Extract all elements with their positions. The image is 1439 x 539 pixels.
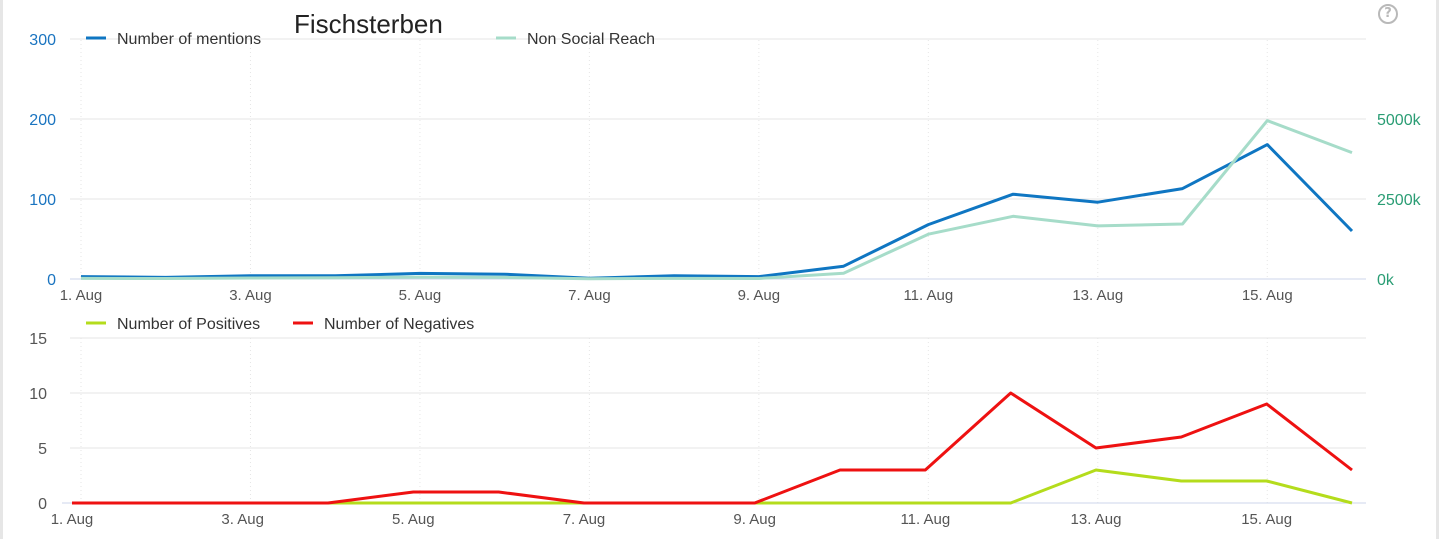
bottom-y-axis-tick-label: 0 xyxy=(38,496,47,513)
top-x-axis-tick-label: 5. Aug xyxy=(399,287,442,304)
bottom-x-axis-tick-label: 5. Aug xyxy=(392,511,435,528)
top-right-axis-tick-label: 0k xyxy=(1377,272,1395,289)
bottom-x-axis-tick-label: 3. Aug xyxy=(221,511,264,528)
legend-label-number-of-negatives: Number of Negatives xyxy=(324,316,474,333)
bottom-x-axis-tick-label: 11. Aug xyxy=(900,511,950,528)
top-x-axis-tick-label: 7. Aug xyxy=(568,287,611,304)
help-icon[interactable]: ? xyxy=(1378,4,1398,24)
bottom-y-axis-tick-label: 15 xyxy=(29,331,47,348)
bottom-x-axis-tick-label: 15. Aug xyxy=(1241,511,1292,528)
bottom-x-axis-tick-label: 13. Aug xyxy=(1071,511,1122,528)
bottom-x-axis-tick-label: 7. Aug xyxy=(563,511,606,528)
bottom-y-axis-tick-label: 5 xyxy=(38,441,47,458)
bottom-x-axis-tick-label: 9. Aug xyxy=(733,511,776,528)
top-x-axis-tick-label: 1. Aug xyxy=(60,287,103,304)
bottom-x-axis-tick-label: 1. Aug xyxy=(51,511,94,528)
bottom-y-axis-tick-label: 10 xyxy=(29,386,47,403)
chart-title: Fischsterben xyxy=(294,9,443,39)
top-x-axis-tick-label: 15. Aug xyxy=(1242,287,1293,304)
top-x-axis-tick-label: 9. Aug xyxy=(738,287,781,304)
series-line-non-social-reach xyxy=(80,119,1353,281)
top-left-axis-tick-label: 100 xyxy=(29,192,56,209)
legend-label-non-social-reach: Non Social Reach xyxy=(527,31,655,48)
top-left-axis-tick-label: 200 xyxy=(29,112,56,129)
series-line-number-of-positives xyxy=(72,468,1353,505)
series-line-number-of-negatives xyxy=(72,391,1353,505)
top-x-axis-tick-label: 3. Aug xyxy=(229,287,272,304)
legend-label-number-of-positives: Number of Positives xyxy=(117,316,260,333)
top-left-axis-tick-label: 0 xyxy=(47,272,56,289)
top-x-axis-tick-label: 11. Aug xyxy=(903,287,953,304)
top-right-axis-tick-label: 2500k xyxy=(1377,192,1422,209)
legend-label-number-of-mentions: Number of mentions xyxy=(117,31,261,48)
top-x-axis-tick-label: 13. Aug xyxy=(1072,287,1123,304)
series-line-number-of-mentions xyxy=(80,143,1354,280)
top-right-axis-tick-label: 5000k xyxy=(1377,112,1422,129)
top-left-axis-tick-label: 300 xyxy=(29,32,56,49)
